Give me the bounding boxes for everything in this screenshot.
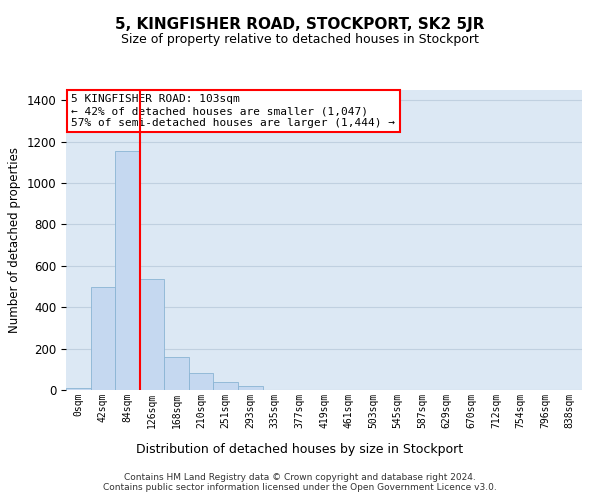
Text: 5 KINGFISHER ROAD: 103sqm
← 42% of detached houses are smaller (1,047)
57% of se: 5 KINGFISHER ROAD: 103sqm ← 42% of detac… <box>71 94 395 128</box>
Bar <box>164 357 189 390</box>
Text: Distribution of detached houses by size in Stockport: Distribution of detached houses by size … <box>136 442 464 456</box>
Bar <box>66 388 91 390</box>
Bar <box>238 386 263 390</box>
Text: Size of property relative to detached houses in Stockport: Size of property relative to detached ho… <box>121 32 479 46</box>
Text: 5, KINGFISHER ROAD, STOCKPORT, SK2 5JR: 5, KINGFISHER ROAD, STOCKPORT, SK2 5JR <box>115 18 485 32</box>
Y-axis label: Number of detached properties: Number of detached properties <box>8 147 21 333</box>
Bar <box>140 280 164 390</box>
Bar <box>214 382 238 390</box>
Bar <box>189 373 214 390</box>
Bar <box>91 286 115 390</box>
Text: Contains public sector information licensed under the Open Government Licence v3: Contains public sector information licen… <box>103 484 497 492</box>
Bar <box>115 151 140 390</box>
Text: Contains HM Land Registry data © Crown copyright and database right 2024.: Contains HM Land Registry data © Crown c… <box>124 472 476 482</box>
